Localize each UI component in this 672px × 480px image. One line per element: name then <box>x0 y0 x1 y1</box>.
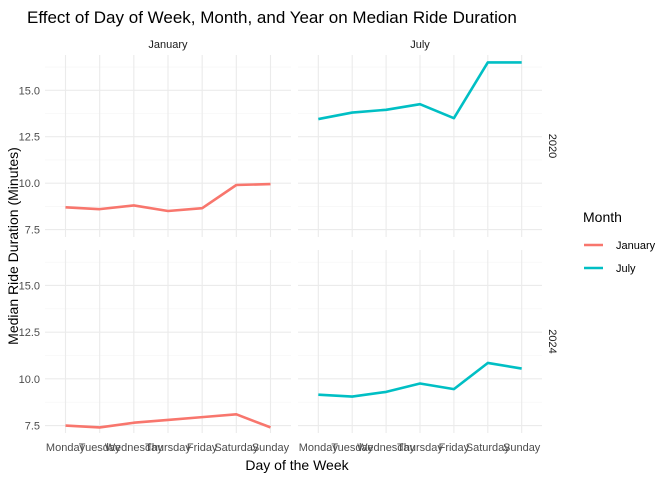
y-axis-title: Median Ride Duration (Minutes) <box>5 147 21 345</box>
y-tick-label: 15.0 <box>19 280 40 292</box>
x-tick-label: Saturday <box>214 442 259 454</box>
y-tick-label: 7.5 <box>25 225 40 237</box>
y-tick-label: 10.0 <box>19 178 40 190</box>
series-line-july-2024 <box>318 361 522 398</box>
x-tick-label: Sunday <box>252 442 290 454</box>
x-axis-title: Day of the Week <box>245 457 349 473</box>
y-tick-labels: 7.5 10.0 12.5 15.0 7.5 10.0 12.5 15.0 <box>19 85 40 432</box>
x-tick-labels: MondayTuesdayWednesdayThursdayFridaySatu… <box>46 442 541 454</box>
panel-grid <box>45 250 291 433</box>
x-tick-label: Wednesday <box>105 442 163 454</box>
y-tick-label: 12.5 <box>19 327 40 339</box>
x-tick-label: Tuesday <box>331 442 373 454</box>
legend-label-january: January <box>616 240 656 252</box>
x-tick-label: Thursday <box>145 442 191 454</box>
series-line-july-2020 <box>318 61 522 121</box>
chart-title: Effect of Day of Week, Month, and Year o… <box>27 8 517 27</box>
x-tick-label: Monday <box>299 442 339 454</box>
y-tick-label: 7.5 <box>25 421 40 433</box>
facet-row-label: 2024 <box>546 329 558 353</box>
x-tick-label: Saturday <box>466 442 511 454</box>
facet-panels: January July 2020 2024 <box>45 39 558 433</box>
x-tick-label: Friday <box>187 442 218 454</box>
panel-grid <box>298 250 542 433</box>
x-tick-label: Monday <box>46 442 86 454</box>
series-line-january-2020 <box>65 182 271 213</box>
x-tick-label: Thursday <box>397 442 443 454</box>
x-tick-label: Tuesday <box>79 442 121 454</box>
series-line-january-2024 <box>65 413 271 429</box>
facet-row-label: 2020 <box>546 134 558 158</box>
x-tick-label: Friday <box>439 442 470 454</box>
y-tick-label: 10.0 <box>19 374 40 386</box>
panel-grid <box>298 55 542 237</box>
y-tick-label: 12.5 <box>19 132 40 144</box>
legend-label-july: July <box>616 263 636 275</box>
facet-column-label: July <box>410 39 430 51</box>
x-tick-label: Sunday <box>503 442 541 454</box>
legend: Month January July <box>583 209 656 275</box>
x-tick-label: Wednesday <box>357 442 415 454</box>
legend-title: Month <box>583 209 622 225</box>
y-tick-label: 15.0 <box>19 85 40 97</box>
facet-column-label: January <box>148 39 188 51</box>
